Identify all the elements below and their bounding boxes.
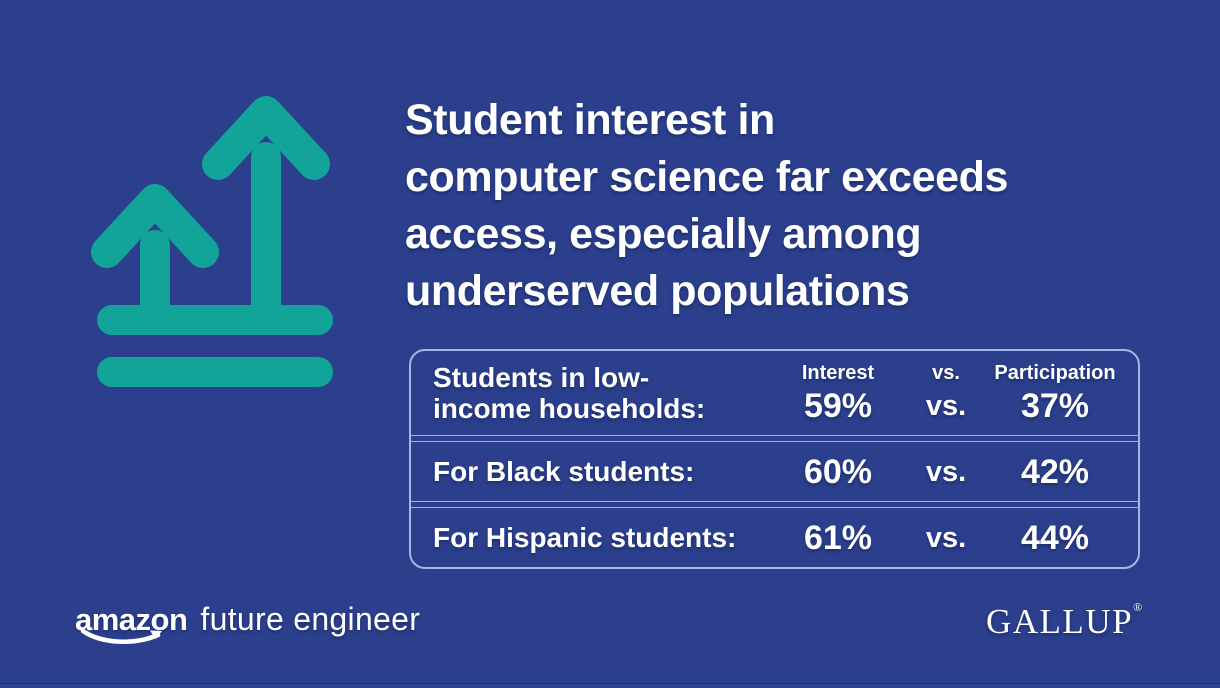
amazon-wordmark: amazon — [75, 602, 188, 637]
interest-column-header: Interest — [801, 362, 875, 384]
table-row-low-income: Students in low- income households: Inte… — [411, 351, 1138, 435]
gallup-logo: GALLUP® — [986, 600, 1143, 642]
row-divider — [411, 501, 1138, 508]
table-row-black-students: For Black students: 60% vs. 42% — [411, 442, 1138, 501]
future-engineer-wordmark: future engineer — [200, 601, 421, 637]
amazon-future-engineer-logo: amazon future engineer — [75, 601, 421, 644]
vs-cell: vs. — [908, 520, 984, 556]
vs-value: vs. — [925, 521, 967, 554]
page-title: Student interest in computer science far… — [405, 96, 1009, 315]
row-label: Students in low- income households: — [433, 362, 706, 424]
participation-cell: 42% — [985, 454, 1125, 490]
vs-column-header: vs. — [932, 362, 960, 384]
interest-value: 59% — [803, 387, 873, 425]
interest-cell: 60% — [763, 454, 913, 490]
participation-cell: Participation 37% — [985, 362, 1125, 424]
rising-arrows-icon — [90, 95, 340, 395]
row-divider — [411, 435, 1138, 442]
registered-trademark-icon: ® — [1133, 600, 1143, 614]
interest-cell: Interest 59% — [763, 362, 913, 424]
vs-value: vs. — [925, 455, 967, 488]
gallup-wordmark: GALLUP — [986, 602, 1134, 641]
rising-arrows-icon-svg — [91, 96, 333, 387]
row-label: For Black students: — [433, 456, 695, 487]
participation-value: 37% — [1020, 387, 1090, 425]
participation-column-header: Participation — [994, 362, 1116, 384]
participation-value: 44% — [1020, 518, 1090, 557]
amazon-smile-icon — [80, 628, 162, 644]
interest-cell: 61% — [763, 520, 913, 556]
row-label: For Hispanic students: — [433, 522, 737, 553]
vs-cell: vs. — [908, 454, 984, 490]
vs-value: vs. — [925, 390, 967, 422]
participation-cell: 44% — [985, 520, 1125, 556]
interest-value: 61% — [803, 518, 873, 557]
interest-value: 60% — [803, 452, 873, 491]
stats-table: Students in low- income households: Inte… — [409, 349, 1140, 569]
vs-cell: vs. vs. — [908, 362, 984, 424]
participation-value: 42% — [1020, 452, 1090, 491]
bottom-edge-strip — [0, 683, 1220, 688]
table-row-hispanic-students: For Hispanic students: 61% vs. 44% — [411, 508, 1138, 567]
